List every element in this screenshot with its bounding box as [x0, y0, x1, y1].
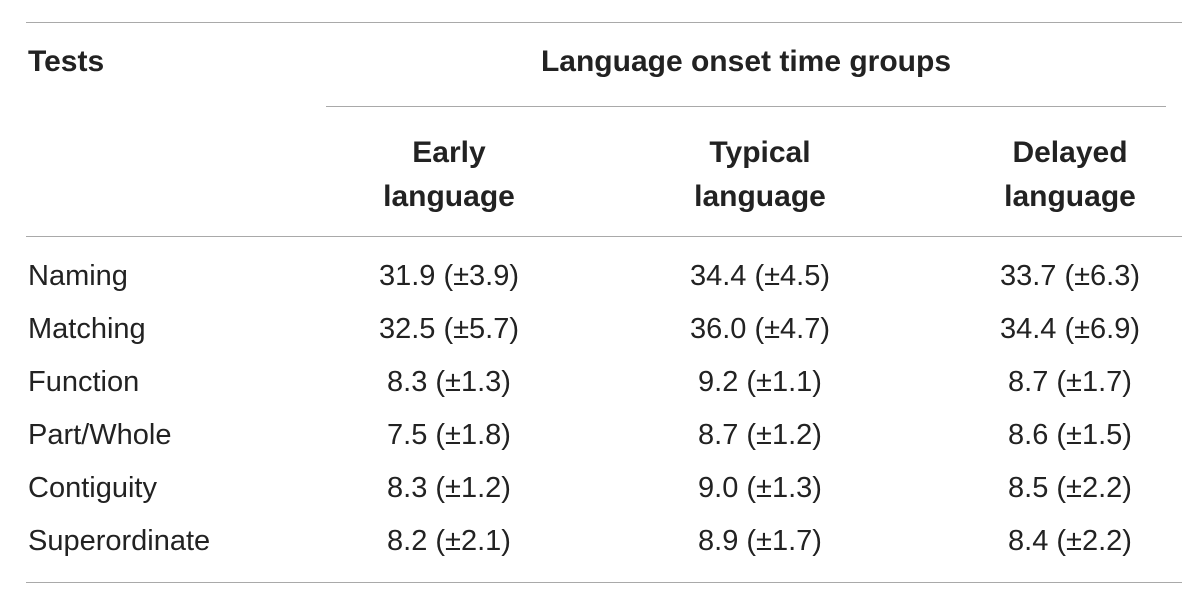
table-row: Function 8.3 (±1.3) 9.2 (±1.1) 8.7 (±1.7…: [0, 356, 1200, 409]
cell-early: 7.5 (±1.8): [387, 419, 511, 451]
cell-typical: 36.0 (±4.7): [689, 313, 831, 345]
cell-early: 8.2 (±2.1): [387, 525, 511, 557]
cell-delayed: 8.6 (±1.5): [1008, 419, 1132, 451]
table-row: Matching 32.5 (±5.7) 36.0 (±4.7) 34.4 (±…: [0, 303, 1200, 356]
header-bottom-rule: [26, 236, 1182, 237]
cell-early: 31.9 (±3.9): [378, 260, 520, 292]
row-label: Function: [28, 366, 140, 398]
cell-early: 32.5 (±5.7): [378, 313, 520, 345]
tests-column-header: Tests: [28, 45, 105, 78]
column-header-line: Typical: [709, 136, 811, 169]
table-bottom-rule: [26, 582, 1182, 583]
cell-delayed: 8.7 (±1.7): [1008, 366, 1132, 398]
cell-typical: 8.9 (±1.7): [698, 525, 822, 557]
column-header-line: Delayed: [1012, 136, 1128, 169]
column-header-line: Early: [412, 136, 486, 169]
cell-early: 8.3 (±1.3): [387, 366, 511, 398]
row-label: Superordinate: [28, 525, 211, 557]
cell-delayed: 8.5 (±2.2): [1008, 472, 1132, 504]
cell-delayed: 33.7 (±6.3): [999, 260, 1141, 292]
row-label: Matching: [28, 313, 146, 345]
column-header-line: language: [1004, 180, 1136, 213]
group-header-rule: [326, 106, 1166, 107]
column-header-early: Early language: [299, 131, 599, 219]
table-row: Naming 31.9 (±3.9) 34.4 (±4.5) 33.7 (±6.…: [0, 250, 1200, 303]
group-spanning-header: Language onset time groups: [540, 45, 952, 78]
cell-delayed: 8.4 (±2.2): [1008, 525, 1132, 557]
cell-typical: 34.4 (±4.5): [689, 260, 831, 292]
row-label: Naming: [28, 260, 128, 292]
column-header-typical: Typical language: [610, 131, 910, 219]
cell-typical: 9.0 (±1.3): [698, 472, 822, 504]
cell-early: 8.3 (±1.2): [387, 472, 511, 504]
table-row: Contiguity 8.3 (±1.2) 9.0 (±1.3) 8.5 (±2…: [0, 462, 1200, 515]
cell-delayed: 34.4 (±6.9): [999, 313, 1141, 345]
cell-typical: 8.7 (±1.2): [698, 419, 822, 451]
table-top-rule: [26, 22, 1182, 23]
cell-typical: 9.2 (±1.1): [698, 366, 822, 398]
row-label: Contiguity: [28, 472, 157, 504]
column-header-delayed: Delayed language: [920, 131, 1200, 219]
column-header-line: language: [383, 180, 515, 213]
table-row: Part/Whole 7.5 (±1.8) 8.7 (±1.2) 8.6 (±1…: [0, 409, 1200, 462]
row-label: Part/Whole: [28, 419, 172, 451]
column-header-line: language: [694, 180, 826, 213]
table-row: Superordinate 8.2 (±2.1) 8.9 (±1.7) 8.4 …: [0, 515, 1200, 568]
